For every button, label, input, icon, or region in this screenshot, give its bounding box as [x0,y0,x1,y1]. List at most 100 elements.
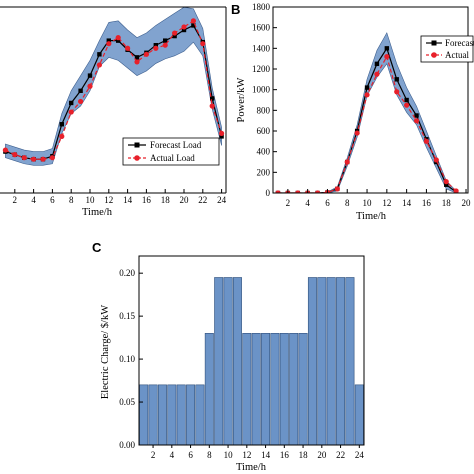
panel-c-bar [186,384,196,446]
panel-a-forecast-point [191,23,196,28]
panel-c-bar [354,384,364,446]
panel-b-y-tick-label: 200 [257,167,271,177]
panel-b-forecast-point [414,113,419,118]
panel-a-actual-point [96,62,102,68]
panel-b-y-tick-label: 0 [266,188,271,198]
panel-b-actual-point [394,89,400,95]
panel-b-legend-actual-marker [431,52,437,58]
panel-c-frame [138,255,365,446]
panel-b-y-tick-label: 600 [257,126,271,136]
panel-a-load-forecast-chart: 2 4 6 8 10 12 14 16 18 20 22 24 Time/h Forecast Loa… [0,6,227,218]
panel-b-x-tick-label: 2 [286,198,291,208]
panel-b-actual-point [413,118,420,124]
panel-c-x-tick-label: 18 [299,450,309,460]
panel-c-bar [326,277,336,446]
panel-a-actual-point [134,59,140,65]
panel-a-forecast-point [87,73,93,78]
panel-c-y-tick-label: 0.20 [119,268,135,278]
panel-a-forecast-point [116,38,121,43]
panel-c-bar [223,277,233,446]
panel-a-x-tick-label: 16 [142,195,152,205]
panel-a-actual-point [125,45,131,51]
panel-c-bar [232,277,242,446]
panel-b-y-tick-label: 800 [257,105,271,115]
panel-b-y-tick-label: 1200 [252,64,271,74]
panel-b-forecast-point [394,77,399,82]
panel-a-x-tick-label: 2 [13,195,18,205]
panel-c-x-tick-label: 4 [170,450,175,460]
panel-a-x-tick-label: 24 [217,195,227,205]
panel-a-actual-point [40,156,46,162]
panel-a-forecast-point [172,33,177,39]
panel-b-legend: Forecast Actual [420,35,474,63]
panel-c-electric-charge-chart: C 2 4 6 8 10 12 14 16 18 20 22 24 0.000.050.100.150… [92,240,365,473]
panel-a-x-tick-label: 12 [104,195,113,205]
panel-a-x-tick-label: 6 [50,195,55,205]
panel-b-x-tick-label: 18 [442,198,452,208]
panel-c-x-tick-label: 12 [242,450,251,460]
panel-c-bar [242,333,252,446]
panel-b-actual-point [404,102,410,108]
panel-c-bar [336,277,346,446]
panel-c-y-tick-label: 0.15 [119,311,135,321]
panel-b-x-tick-label: 8 [345,198,350,208]
panel-c-bar [204,333,214,446]
panel-b-actual-point [295,190,301,193]
panel-b-x-tick-label: 20 [462,198,472,208]
panel-c-bar [251,333,261,446]
panel-a-actual-point [181,24,187,30]
panel-b-label: B [231,2,240,17]
panel-a-forecast-point [210,96,215,101]
panel-c-bar [148,384,158,446]
panel-a-actual-point [2,147,8,153]
panel-b-actual-line [277,55,457,193]
panel-c-bar [345,277,355,446]
panel-c-bar [289,333,299,446]
panel-c-bar [298,333,308,446]
panel-a-x-tick-label: 18 [161,195,171,205]
panel-a-x-tick-label: 10 [86,195,96,205]
panel-c-y-tick-label: 0.10 [119,354,135,364]
panel-c-y-tick-label: 0.00 [119,440,135,450]
panel-b-x-tick-label: 4 [305,198,310,208]
panel-a-x-tick-label: 22 [198,195,207,205]
panel-a-actual-point [68,109,74,115]
panel-c-x-axis-label: Time/h [236,462,267,473]
panel-c-bar [307,277,317,446]
panel-a-forecast-point [106,38,111,43]
panel-a-actual-point [190,18,196,24]
panel-b-actual-point [374,71,380,77]
panel-b-legend-forecast-label: Forecast [445,38,474,48]
panel-b-y-tick-label: 1400 [252,43,271,53]
panel-c-x-tick-label: 24 [355,450,365,460]
panel-c-x-tick-label: 6 [188,450,193,460]
panel-c-label: C [92,240,102,255]
panel-a-actual-point [12,152,18,158]
panel-a-actual-point [78,98,84,105]
panel-b-x-tick-label: 16 [422,198,432,208]
panel-a-legend-forecast-label: Forecast Load [150,140,202,150]
panel-c-bar [195,384,205,446]
panel-a-actual-point [172,30,178,36]
panel-c-y-tick-label: 0.05 [119,397,135,407]
panel-a-actual-point [153,45,159,51]
panel-b-forecast-point [404,97,409,103]
panel-a-actual-point [30,156,37,162]
panel-a-actual-point [59,133,65,139]
panel-c-bar [139,384,149,446]
panel-c-bar [167,384,177,446]
panel-a-forecast-point [163,38,168,43]
panel-b-actual-point [453,188,459,193]
panel-a-legend-actual-marker [134,155,140,161]
panel-a-x-tick-label: 4 [31,195,36,205]
panel-a-legend-forecast-marker [134,142,140,148]
panel-b-actual-point [344,159,350,165]
panel-c-x-tick-label: 2 [151,450,156,460]
panel-b-power-forecast-chart: B 2 4 6 8 10 12 14 16 18 20 0 200 400 600 800 1000 1200… [231,2,474,222]
panel-c-bar [270,333,280,446]
panel-b-actual-point [443,179,449,185]
panel-b-x-tick-label: 10 [363,198,373,208]
panel-c-x-tick-label: 22 [336,450,345,460]
panel-b-actual-point [423,138,430,144]
panel-b-actual-point [275,190,281,193]
